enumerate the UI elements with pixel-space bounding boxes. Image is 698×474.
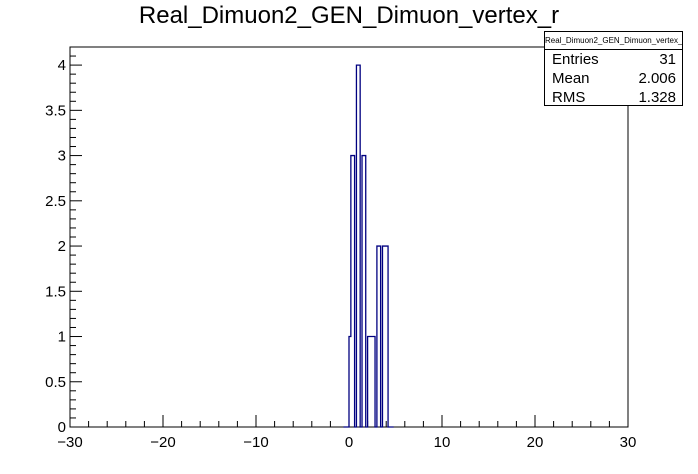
stats-box: Real_Dimuon2_GEN_Dimuon_vertex_r Entries… <box>544 31 683 106</box>
chart-title: Real_Dimuon2_GEN_Dimuon_vertex_r <box>138 2 560 29</box>
y-tick-label: 2.5 <box>45 193 66 210</box>
stats-entries-value: 31 <box>659 51 676 68</box>
stats-mean-value: 2.006 <box>638 70 676 87</box>
stats-mean-label: Mean <box>552 70 590 87</box>
y-tick-label: 3.5 <box>45 102 66 119</box>
y-tick-label: 0 <box>58 419 66 436</box>
stats-rms-value: 1.328 <box>638 89 676 106</box>
stats-mean-row: Mean 2.006 <box>545 69 682 88</box>
y-tick-label: 0.5 <box>45 374 66 391</box>
x-tick-label: −30 <box>57 434 82 451</box>
axis-ticks <box>69 46 629 428</box>
y-tick-label: 1 <box>58 329 66 346</box>
y-tick-label: 1.5 <box>45 283 66 300</box>
x-tick-label: 20 <box>527 434 544 451</box>
stats-entries-label: Entries <box>552 51 599 68</box>
stats-entries-row: Entries 31 <box>545 50 682 69</box>
y-tick-label: 3 <box>58 148 66 165</box>
y-tick-label: 4 <box>58 57 66 74</box>
x-tick-label: 0 <box>345 434 353 451</box>
histogram-line <box>343 64 394 428</box>
x-tick-label: −20 <box>150 434 175 451</box>
x-tick-label: −10 <box>243 434 268 451</box>
x-tick-label: 10 <box>434 434 451 451</box>
stats-box-title: Real_Dimuon2_GEN_Dimuon_vertex_r <box>545 32 682 50</box>
y-tick-label: 2 <box>58 238 66 255</box>
axis-tick-labels: −30 −20 −10 0 10 20 30 0 0.5 1 1.5 2 2.5 3 3.5 4 <box>45 57 636 451</box>
histogram-series <box>343 64 394 428</box>
x-tick-label: 30 <box>620 434 637 451</box>
stats-rms-label: RMS <box>552 89 586 106</box>
stats-rms-row: RMS 1.328 <box>545 88 682 107</box>
